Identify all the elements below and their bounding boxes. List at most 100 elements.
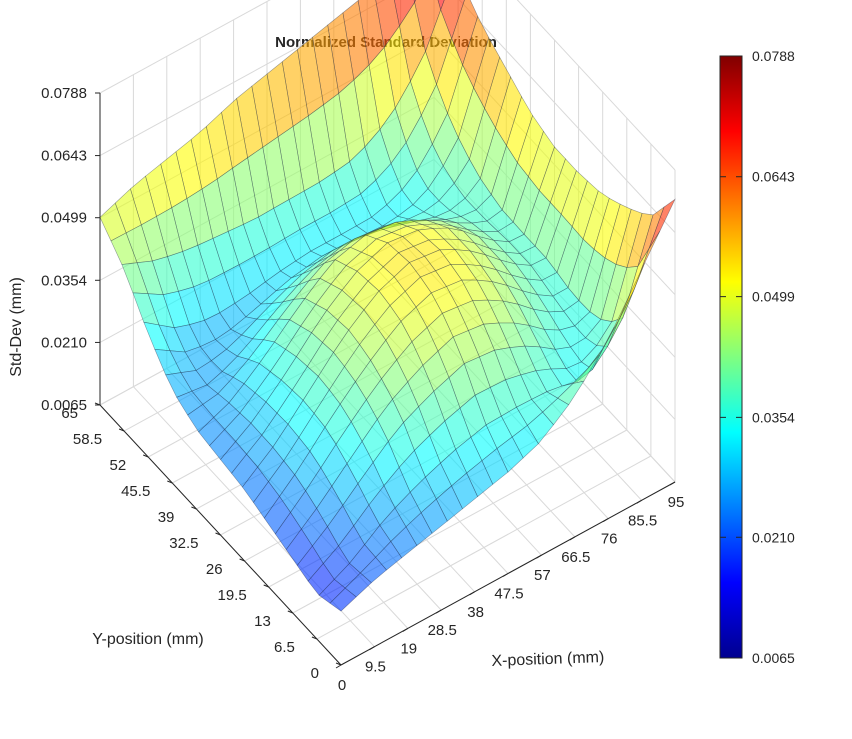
surface-patch (372, 440, 400, 487)
surface-patch (296, 545, 324, 582)
x-tick-label: 85.5 (628, 512, 657, 529)
surface-patch (201, 178, 229, 239)
surface-patch (156, 207, 183, 257)
surface-patch (516, 399, 544, 426)
surface-patch (178, 286, 205, 326)
surface-patch (224, 412, 252, 442)
surface-patch (339, 234, 366, 252)
surface-patch (510, 274, 539, 296)
surface-patch (176, 390, 204, 416)
x-tick (469, 591, 475, 596)
surface-patch (234, 292, 262, 318)
x-tick (502, 573, 509, 577)
surface-plot (99, 0, 676, 612)
surface-patch (370, 339, 398, 380)
colorbar-tick-label: 0.0499 (752, 289, 795, 305)
surface-patch (247, 146, 275, 218)
y-tick (335, 662, 342, 666)
y-tick (191, 506, 197, 510)
z-tick-label: 0.0643 (41, 148, 87, 165)
x-tick-label: 95 (668, 494, 685, 511)
surface-patch (232, 358, 260, 385)
y-tick-label: 39 (158, 509, 175, 526)
surface-patch (430, 219, 457, 224)
y-tick (239, 558, 245, 562)
z-tick-label: 0.0354 (41, 272, 87, 289)
grid-back-z (99, 0, 271, 94)
surface-patch (437, 223, 464, 232)
surface-patch (299, 220, 327, 252)
surface-patch (578, 248, 606, 313)
grid-floor-y (316, 455, 652, 640)
surface-patch (312, 526, 339, 565)
surface-patch (318, 578, 346, 604)
y-tick (311, 636, 318, 640)
x-tick-label: 0 (338, 677, 346, 694)
z-tick-label: 0.0788 (41, 85, 87, 102)
x-axis-label: X-position (mm) (491, 649, 604, 670)
surface-patch (253, 247, 281, 283)
colorbar-tick-label: 0.0788 (752, 48, 795, 64)
x-tick-label: 57 (534, 567, 551, 584)
x-tick-label: 9.5 (365, 659, 386, 676)
surface-patch (307, 342, 334, 377)
x-tick-label: 47.5 (494, 586, 523, 603)
surface-patch (567, 238, 595, 302)
surface-patch (307, 563, 335, 596)
surface-patch (648, 198, 676, 249)
surface-patch (550, 368, 578, 387)
colorbar-ticks: 0.0065 0.0210 0.0354 0.0499 0.0643 0.0788 (720, 48, 795, 666)
surface-patch (216, 167, 244, 232)
surface-patch (329, 587, 357, 612)
y-tick (143, 454, 149, 458)
surface-patch (371, 242, 399, 268)
y-tick (118, 428, 125, 432)
axis-ticks: 0 9.5 19 28.5 38 47.5 57 66.5 76 85.5 95 0 6.513 19.5… (41, 85, 684, 694)
colorbar-tick-label: 0.0354 (752, 409, 795, 425)
surface-patch (447, 64, 474, 139)
colorbar: 0.0065 0.0210 0.0354 0.0499 0.0643 0.0788 (719, 48, 795, 666)
z-tick-label: 0.0065 (41, 397, 87, 414)
grid-side-z (516, 0, 676, 171)
surface-patch (260, 287, 289, 305)
surface-patch (479, 349, 506, 388)
surface-patch (145, 163, 173, 217)
surface-patch (455, 222, 484, 233)
surface-patch (390, 141, 418, 191)
surface-patch (542, 397, 570, 426)
surface-patch (165, 372, 193, 398)
y-tick-label: 26 (206, 561, 223, 578)
surface-patch (423, 200, 451, 218)
surface-patch (483, 322, 511, 351)
surface-patch (219, 302, 247, 330)
surface-patch (395, 220, 423, 227)
surface-patch (212, 230, 240, 274)
x-tick (536, 554, 542, 559)
surface-patch (557, 380, 585, 406)
surface-patch (547, 310, 576, 331)
x-tick (435, 609, 442, 614)
surface-patch (209, 428, 237, 460)
colorbar-gradient (719, 55, 743, 659)
z-axis-label: Std-Dev (mm) (8, 277, 25, 377)
colorbar-tick-label: 0.0210 (752, 529, 795, 545)
y-tick (167, 480, 173, 484)
y-tick-label: 6.5 (274, 639, 295, 656)
surface-patch (232, 157, 259, 225)
y-tick (287, 610, 293, 614)
surface-patch (527, 411, 554, 445)
y-tick-label: 32.5 (169, 535, 198, 552)
y-tick (215, 532, 221, 536)
surface-patch (525, 278, 554, 297)
surface-patch (274, 511, 302, 551)
x-tick-label: 28.5 (428, 622, 457, 639)
surface-patch (452, 225, 479, 237)
surface-patch (253, 481, 280, 519)
x-tick (636, 499, 642, 504)
y-tick-label: 19.5 (217, 587, 246, 604)
surface-patch (364, 228, 393, 240)
surface-patch (393, 0, 415, 27)
surface-patch (607, 290, 634, 347)
y-tick (263, 584, 269, 588)
